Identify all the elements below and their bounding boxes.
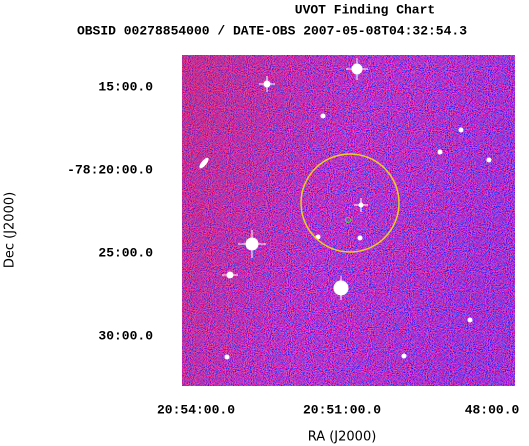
chart-subtitle: OBSID 00278854000 / DATE-OBS 2007-05-08T… (77, 23, 467, 38)
error-circle (300, 153, 400, 253)
y-tick-label: -78:20:00.0 (67, 162, 153, 177)
x-axis-label: RA (J2000) (308, 430, 377, 445)
y-axis-label: Dec (J2000) (3, 192, 18, 268)
y-tick-label: 30:00.0 (98, 328, 153, 343)
x-tick-label: 20:51:00.0 (303, 402, 381, 417)
x-tick-label: 20:54:00.0 (157, 402, 235, 417)
target-marker (345, 217, 351, 223)
y-tick-label: 15:00.0 (98, 79, 153, 94)
sky-image (182, 55, 515, 386)
image-glow (182, 55, 515, 386)
chart-title: UVOT Finding Chart (295, 2, 435, 17)
y-tick-label: 25:00.0 (98, 245, 153, 260)
x-tick-label: 48:00.0 (465, 402, 520, 417)
stars (199, 58, 492, 360)
